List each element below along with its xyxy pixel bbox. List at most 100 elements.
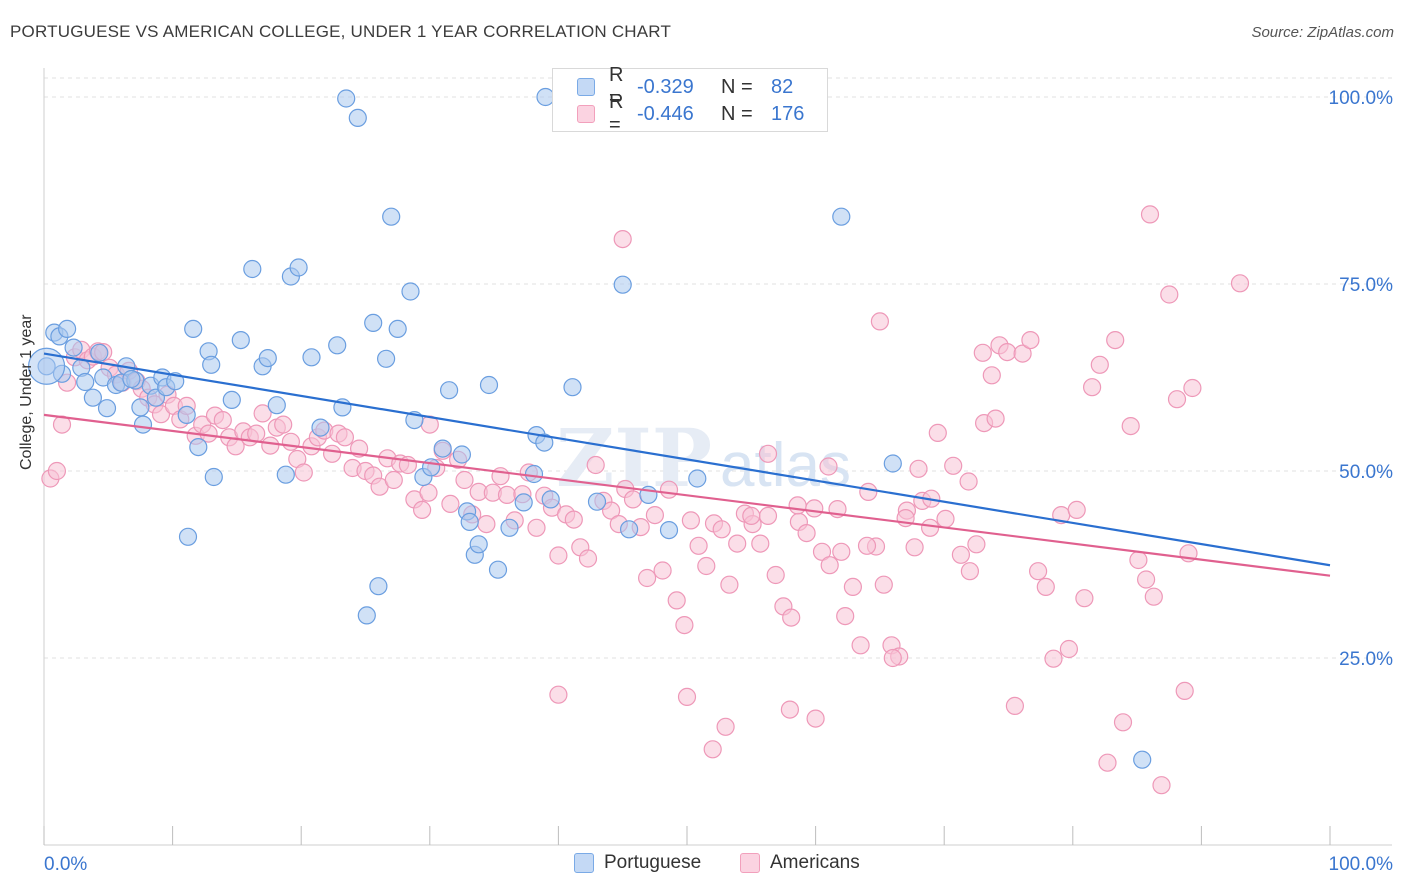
data-point (689, 536, 708, 555)
data-point (364, 313, 383, 332)
data-point (274, 415, 293, 434)
data-point (294, 463, 313, 482)
data-point (289, 258, 308, 277)
data-point (1183, 378, 1202, 398)
data-point (564, 510, 583, 529)
data-point (527, 518, 546, 537)
data-point (1005, 696, 1025, 716)
legend-label: Portuguese (604, 852, 702, 873)
data-point (1129, 550, 1148, 570)
data-point (452, 445, 471, 464)
data-point (231, 331, 250, 350)
data-point (514, 493, 533, 512)
data-point (586, 455, 605, 475)
data-point (613, 230, 632, 249)
data-point (27, 347, 66, 385)
data-point (1121, 417, 1140, 436)
americans-swatch (740, 853, 760, 873)
data-point (667, 591, 686, 610)
data-point (973, 343, 992, 362)
n-value: 176 (771, 102, 805, 125)
data-point (388, 319, 407, 338)
y-tick-label: 50.0% (1339, 462, 1393, 483)
data-point (76, 372, 95, 392)
r-value: -0.446 (637, 102, 694, 125)
data-point (122, 369, 141, 389)
data-point (1059, 639, 1079, 659)
data-point (281, 432, 300, 451)
data-point (1075, 589, 1094, 608)
data-point (335, 428, 354, 447)
data-point (578, 549, 598, 568)
n-label: N = (721, 102, 753, 125)
data-point (422, 458, 441, 477)
n-value: 82 (771, 75, 794, 98)
data-point (819, 457, 838, 476)
data-point (623, 490, 643, 509)
data-point (204, 467, 223, 487)
data-point (1044, 649, 1063, 668)
data-point (1021, 331, 1040, 350)
data-point (758, 506, 778, 526)
data-point (302, 348, 321, 367)
data-point (1098, 753, 1117, 772)
data-point (90, 343, 109, 362)
data-point (637, 568, 657, 588)
r-label: R = (609, 64, 624, 109)
data-point (47, 461, 67, 481)
data-point (675, 615, 694, 635)
data-point (1090, 355, 1109, 374)
data-point (1136, 570, 1156, 589)
data-point (653, 561, 672, 580)
data-point (688, 469, 707, 488)
legend-row-portuguese: R = -0.329 N = 82 (577, 64, 794, 109)
data-point (820, 556, 839, 575)
data-point (645, 505, 665, 525)
data-point (716, 717, 735, 736)
data-point (311, 418, 330, 437)
data-point (413, 500, 432, 519)
data-point (247, 424, 266, 443)
data-point (905, 538, 924, 557)
r-label: R = (609, 91, 624, 136)
data-point (812, 542, 832, 561)
data-point (766, 565, 785, 585)
data-point (97, 399, 117, 418)
data-point (601, 501, 621, 520)
data-point (1082, 378, 1102, 397)
data-point (384, 470, 403, 490)
data-point (883, 648, 902, 668)
data-point (832, 207, 851, 226)
data-point (883, 454, 902, 473)
data-point (419, 483, 438, 502)
data-point (337, 89, 356, 108)
data-point (712, 520, 731, 539)
data-point (1152, 776, 1171, 795)
data-point (758, 444, 778, 463)
data-point (401, 282, 420, 301)
data-point (806, 709, 825, 728)
data-point (213, 411, 232, 430)
n-label: N = (721, 75, 753, 98)
data-point (920, 518, 940, 537)
data-point (832, 542, 851, 561)
legend-item-portuguese[interactable]: Portuguese (574, 852, 701, 874)
data-point (659, 480, 679, 499)
data-point (479, 375, 499, 395)
legend-item-americans[interactable]: Americans (740, 852, 860, 874)
data-point (951, 545, 971, 564)
data-point (960, 562, 980, 581)
data-point (440, 381, 459, 400)
data-point (328, 336, 347, 355)
y-axis-label: College, Under 1 year (18, 314, 35, 470)
data-point (202, 355, 221, 374)
data-point (535, 433, 554, 452)
data-point (1144, 587, 1163, 606)
data-point (133, 415, 153, 434)
data-point (377, 349, 396, 368)
y-tick-label: 25.0% (1339, 649, 1393, 670)
data-point (697, 556, 716, 576)
data-point (870, 312, 890, 331)
data-point (1113, 713, 1133, 732)
data-point (541, 490, 560, 509)
